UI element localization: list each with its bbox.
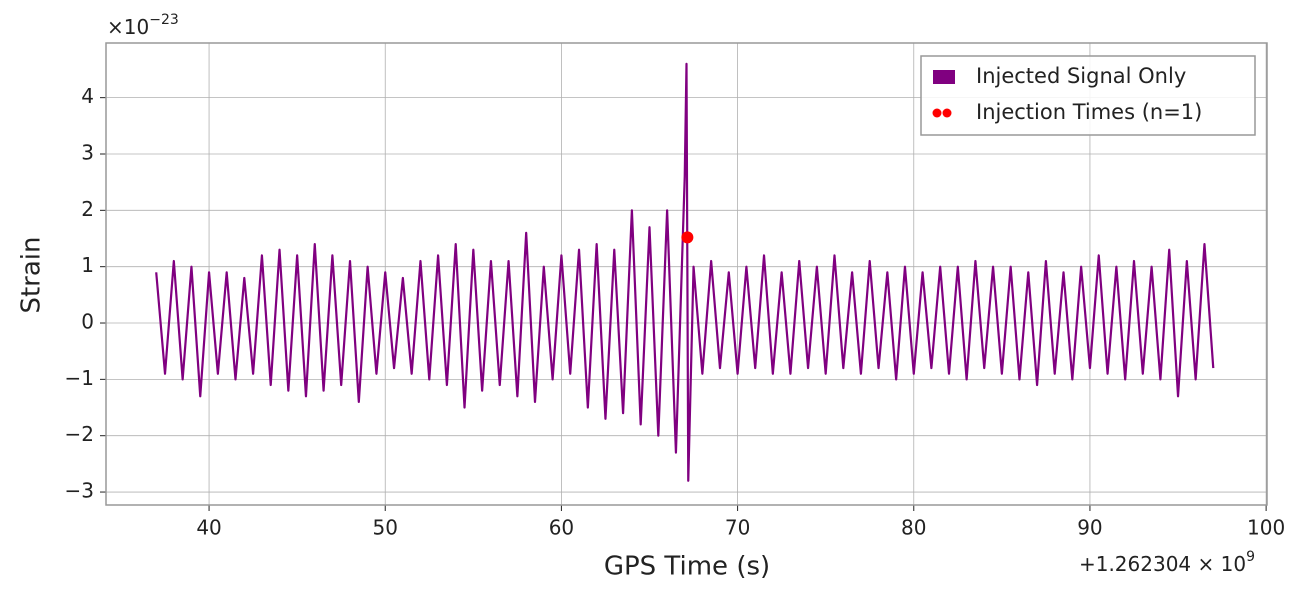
legend: Injected Signal Only Injection Times (n=1…: [920, 55, 1256, 136]
y-tick-label: 1: [81, 253, 94, 277]
legend-label: Injected Signal Only: [976, 64, 1186, 88]
legend-box: [920, 55, 1256, 136]
x-offset-label: +1.262304 × 109: [1079, 549, 1255, 576]
legend-marker: [932, 108, 942, 118]
x-tick-label: 70: [725, 516, 750, 540]
y-tick-label: 4: [81, 84, 94, 108]
x-tick-label: 60: [549, 516, 574, 540]
x-tick-label: 100: [1247, 516, 1285, 540]
x-tick-label: 50: [373, 516, 398, 540]
legend-patch: [933, 70, 955, 84]
signal-line: [155, 62, 1215, 482]
legend-marker: [942, 108, 952, 118]
x-offset-base: +1.262304 × 10: [1079, 552, 1246, 576]
y-axis-label: Strain: [17, 236, 47, 313]
x-axis-label: GPS Time (s): [604, 552, 770, 582]
injection-marker: [681, 231, 694, 244]
y-tick-label: −3: [65, 479, 94, 503]
y-scale-base: ×10: [107, 15, 149, 39]
y-tick-label: −2: [65, 422, 94, 446]
y-tick-label: 0: [81, 310, 94, 334]
x-tick-label: 80: [901, 516, 926, 540]
y-scale-label: ×10−23: [107, 12, 179, 39]
x-tick-label: 40: [196, 516, 221, 540]
y-tick-label: 2: [81, 197, 94, 221]
y-tick-label: −1: [65, 366, 94, 390]
x-offset-exponent: 9: [1246, 549, 1255, 565]
x-tick-label: 90: [1077, 516, 1102, 540]
y-tick-label: 3: [81, 140, 94, 164]
y-scale-exponent: −23: [149, 12, 179, 28]
plot-frame: [105, 42, 1268, 506]
legend-label: Injection Times (n=1): [976, 100, 1202, 124]
